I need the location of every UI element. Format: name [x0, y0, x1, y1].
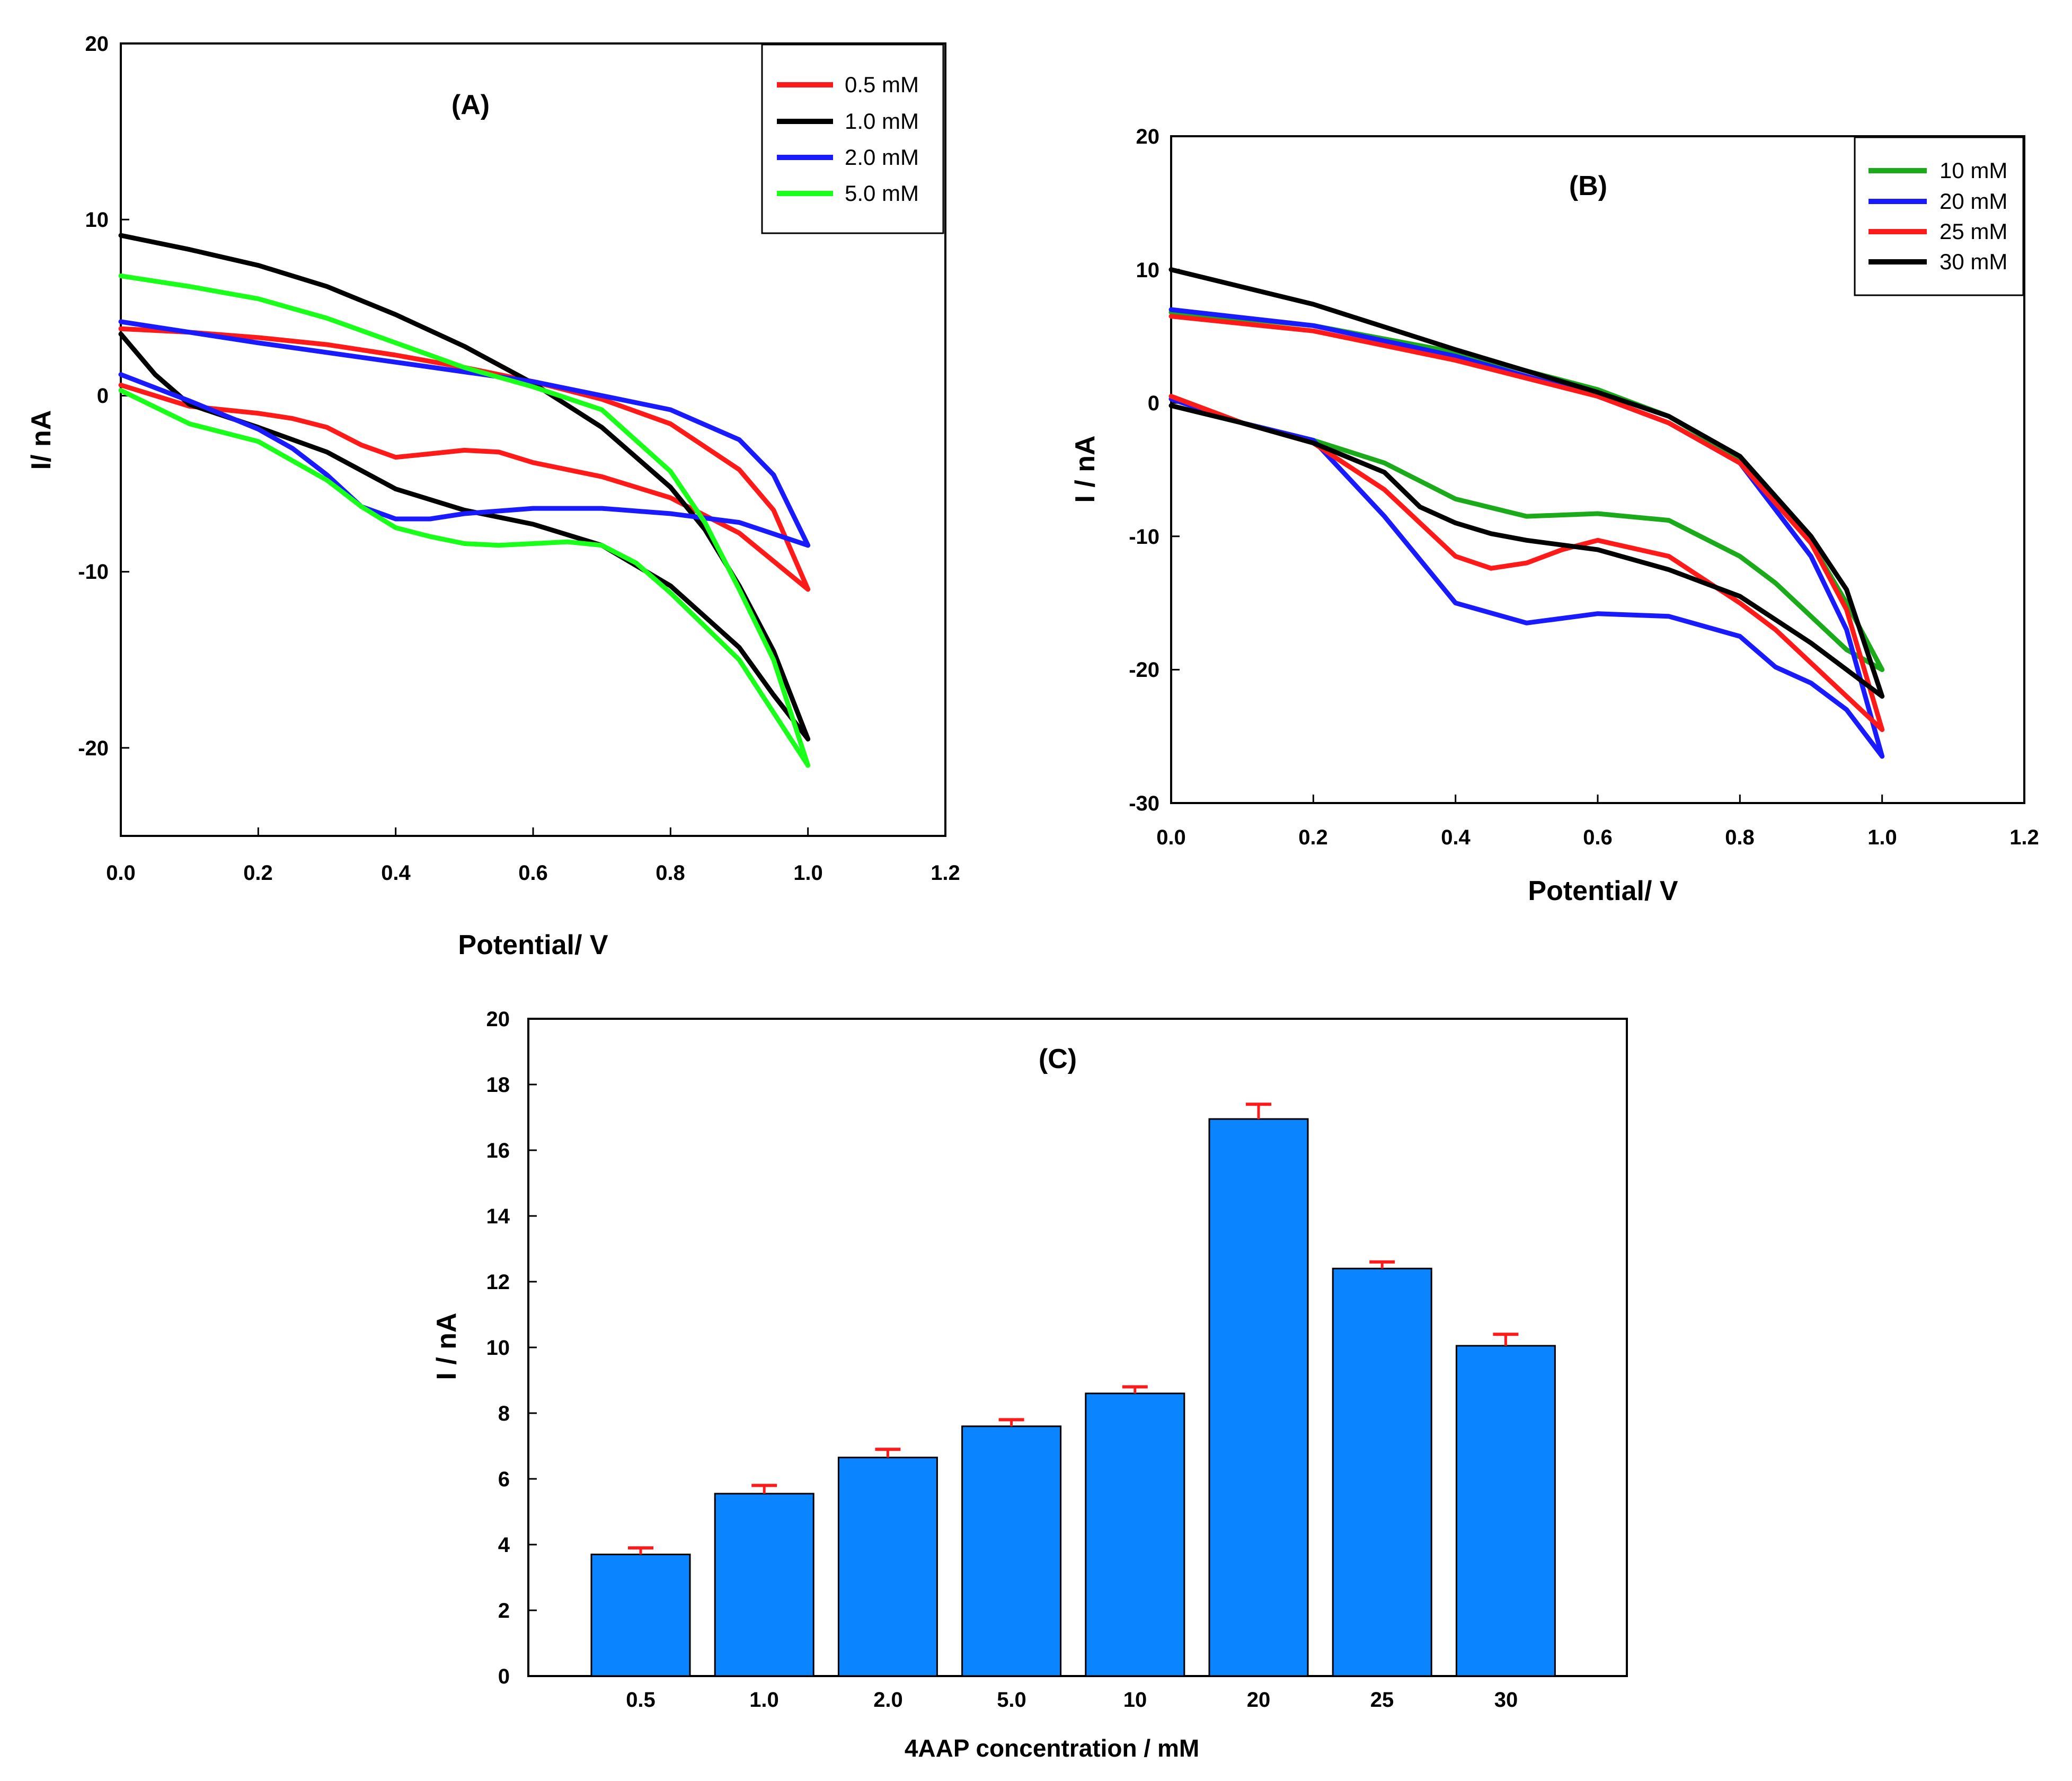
panel-b-x-tick: 0.8	[1725, 826, 1755, 849]
panel-c: 20 18 16 14 12 10 8 6 4 2 0 0.5 1.0 2.0 …	[431, 1008, 1628, 1762]
panel-a-x-tick: 0.2	[243, 861, 273, 885]
panel-a-label: (A)	[451, 90, 490, 120]
panel-c-y-ticks: 20 18 16 14 12 10 8 6 4 2 0	[486, 1008, 510, 1688]
panel-c-x-tick: 1.0	[749, 1688, 779, 1712]
panel-b: 0.0 0.2 0.4 0.6 0.8 1.0 1.2 20 10 0 -10 …	[1070, 125, 2039, 906]
panel-a-series-line	[118, 326, 811, 592]
panel-a-y-ticks: 20 10 0 -10 -20	[78, 32, 109, 760]
panel-b-y-tick: -20	[1129, 658, 1159, 682]
panel-c-bar	[1085, 1392, 1185, 1677]
panel-c-tick-marks	[528, 1018, 537, 1677]
panel-c-bars	[590, 1103, 1556, 1677]
panel-a-y-tick: -20	[78, 737, 109, 760]
panel-b-legend: 10 mM 20 mM 25 mM 30 mM	[1854, 136, 2024, 296]
panel-c-x-tick: 2.0	[873, 1688, 903, 1712]
panel-a-x-tick: 1.0	[793, 861, 823, 885]
panel-c-bar	[1455, 1345, 1556, 1677]
panel-b-legend-label: 10 mM	[1940, 158, 2007, 183]
panel-b-x-tick: 0.4	[1441, 826, 1471, 849]
panel-c-y-tick: 18	[486, 1073, 510, 1097]
panel-a-x-tick: 0.0	[106, 861, 136, 885]
panel-b-series-line	[1168, 310, 1885, 672]
panel-c-bar	[837, 1457, 938, 1677]
panel-a-legend: 0.5 mM 1.0 mM 2.0 mM 5.0 mM	[761, 43, 944, 234]
panel-c-x-tick: 10	[1123, 1688, 1147, 1712]
panel-c-bar	[1332, 1267, 1432, 1677]
panel-a-legend-label: 2.0 mM	[845, 145, 919, 170]
panel-a-y-tick: -10	[78, 560, 109, 584]
panel-c-y-tick: 4	[498, 1533, 510, 1557]
panel-c-y-tick: 20	[486, 1008, 510, 1031]
panel-b-x-ticks: 0.0 0.2 0.4 0.6 0.8 1.0 1.2	[1156, 826, 2039, 849]
panel-b-legend-label: 20 mM	[1940, 189, 2007, 214]
panel-b-legend-box	[1854, 136, 2024, 296]
panel-a-series-line	[118, 233, 811, 742]
panel-c-y-tick: 2	[498, 1599, 510, 1623]
panel-a-x-ticks: 0.0 0.2 0.4 0.6 0.8 1.0 1.2	[106, 861, 960, 885]
panel-c-y-axis-label: I / nA	[431, 1312, 462, 1380]
panel-a-y-tick: 0	[97, 384, 109, 408]
panel-c-x-tick: 30	[1494, 1688, 1518, 1712]
panel-b-y-tick: 0	[1148, 392, 1159, 415]
panel-b-x-tick: 1.0	[1867, 826, 1897, 849]
panel-a-x-tick: 0.8	[656, 861, 685, 885]
panel-b-legend-label: 25 mM	[1940, 219, 2007, 244]
panel-b-legend-label: 30 mM	[1940, 249, 2007, 274]
panel-c-bar	[961, 1425, 1062, 1677]
panel-b-series-line	[1168, 267, 1885, 699]
panel-b-series	[1168, 267, 1885, 759]
panel-c-x-tick: 5.0	[997, 1688, 1026, 1712]
panel-c-y-tick: 12	[486, 1271, 510, 1294]
panel-b-y-tick: 20	[1136, 125, 1160, 148]
panel-a-y-tick: 20	[85, 32, 109, 56]
panel-c-bar	[714, 1493, 814, 1677]
panel-c-bar	[590, 1554, 691, 1677]
panel-a-series-line	[118, 274, 811, 768]
panel-c-x-tick: 20	[1247, 1688, 1271, 1712]
panel-c-y-tick: 0	[498, 1665, 510, 1688]
panel-a-legend-label: 5.0 mM	[845, 181, 919, 206]
panel-a-legend-box	[761, 43, 944, 234]
panel-b-x-tick: 0.2	[1298, 826, 1328, 849]
panel-c-x-ticks: 0.5 1.0 2.0 5.0 10 20 25 30	[626, 1688, 1518, 1712]
panel-b-y-tick: -30	[1129, 792, 1159, 815]
panel-a: 0.0 0.2 0.4 0.6 0.8 1.0 1.2 20 10 0 -10 …	[26, 32, 960, 960]
panel-c-y-tick: 6	[498, 1468, 510, 1491]
panel-b-x-axis-label: Potential/ V	[1528, 876, 1678, 906]
panel-b-x-tick: 0.6	[1583, 826, 1613, 849]
panel-b-x-tick: 1.2	[2009, 826, 2039, 849]
panel-c-y-tick: 14	[486, 1205, 510, 1228]
panel-a-series-line	[118, 319, 811, 548]
panel-c-y-tick: 16	[486, 1139, 510, 1162]
panel-a-x-axis-label: Potential/ V	[458, 930, 608, 960]
panel-b-x-tick: 0.0	[1156, 826, 1186, 849]
panel-a-y-tick: 10	[85, 208, 109, 232]
panel-a-legend-label: 0.5 mM	[845, 72, 919, 97]
panel-c-y-tick: 10	[486, 1336, 510, 1360]
panel-a-y-axis-label: I/ nA	[26, 410, 57, 470]
panel-b-series-line	[1168, 314, 1885, 733]
panel-b-y-tick: -10	[1129, 525, 1159, 549]
panel-a-x-tick: 1.2	[931, 861, 960, 885]
panel-a-legend-label: 1.0 mM	[845, 109, 919, 134]
panel-c-x-tick: 25	[1370, 1688, 1394, 1712]
panel-c-x-axis-label: 4AAP concentration / mM	[905, 1734, 1199, 1762]
panel-c-label: (C)	[1039, 1044, 1077, 1074]
panel-a-x-tick: 0.4	[381, 861, 411, 885]
panel-c-bar	[1208, 1118, 1309, 1677]
panel-a-x-tick: 0.6	[518, 861, 548, 885]
panel-b-y-ticks: 20 10 0 -10 -20 -30	[1129, 125, 1159, 815]
panel-a-series	[118, 233, 811, 768]
panel-c-x-tick: 0.5	[626, 1688, 656, 1712]
panel-b-y-axis-label: I / nA	[1070, 435, 1101, 502]
panel-b-y-tick: 10	[1136, 259, 1160, 282]
panel-b-label: (B)	[1569, 171, 1607, 201]
panel-c-y-tick: 8	[498, 1402, 510, 1425]
